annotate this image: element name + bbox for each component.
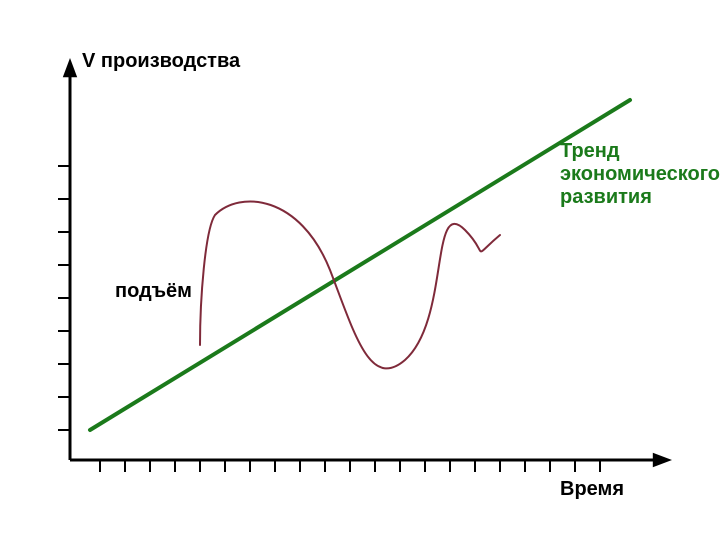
chart-svg	[0, 0, 720, 540]
podyem-label: подъём	[115, 280, 235, 303]
trend-label: Тренд экономического развития	[560, 140, 710, 209]
x-axis-label: Время	[560, 478, 680, 501]
chart-stage: V производства Время подъём Тренд эконом…	[0, 0, 720, 540]
y-axis-label: V производства	[82, 50, 302, 73]
